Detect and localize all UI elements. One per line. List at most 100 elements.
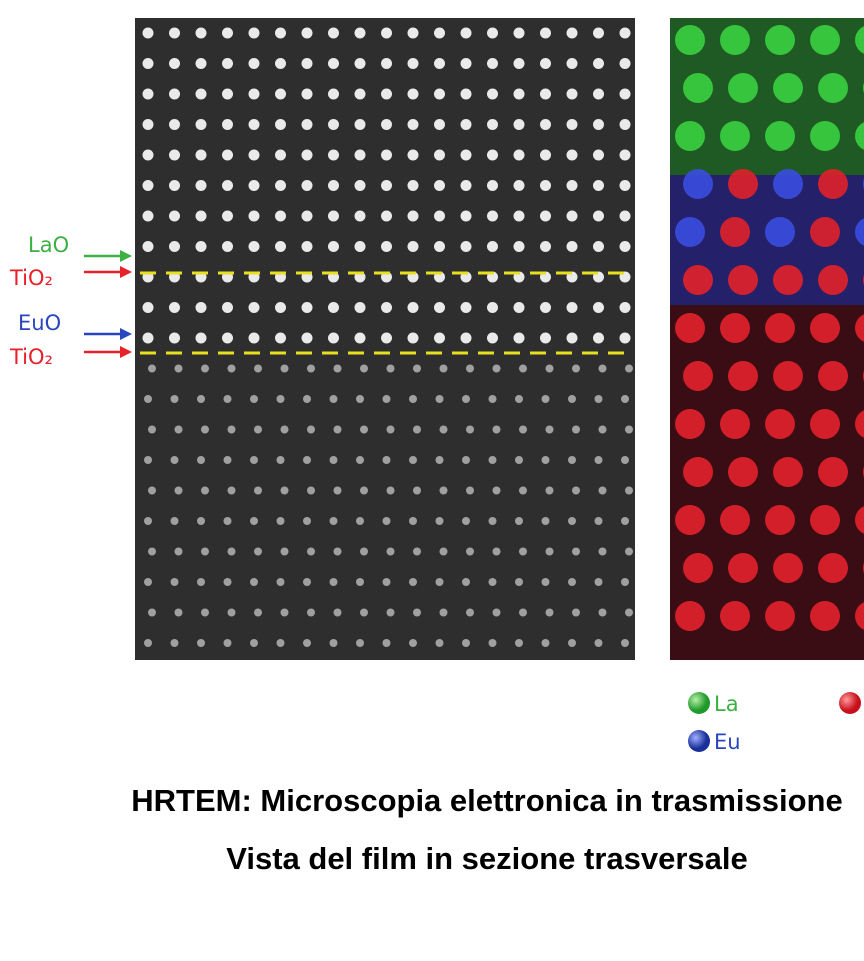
atom-column — [572, 426, 580, 434]
atom-column — [381, 119, 392, 130]
atom-column — [620, 89, 631, 100]
atom-column — [224, 395, 232, 403]
layer-label: EuO — [18, 311, 61, 335]
atom-column — [381, 211, 392, 222]
atom-column — [568, 456, 576, 464]
atom-column — [307, 426, 315, 434]
atom-column — [330, 456, 338, 464]
atom-column — [275, 241, 286, 252]
atom-column — [461, 28, 472, 39]
atom-column — [148, 548, 156, 556]
atom-column — [514, 58, 525, 69]
atom-column — [222, 241, 233, 252]
atom-column — [408, 180, 419, 191]
atom-column — [568, 639, 576, 647]
atom-column — [625, 426, 633, 434]
atom-column — [169, 89, 180, 100]
atom-column — [462, 639, 470, 647]
atom-column — [360, 365, 368, 373]
atom-column — [595, 639, 603, 647]
atom-column — [328, 150, 339, 161]
atom-column — [620, 302, 631, 313]
atom-column — [277, 517, 285, 525]
element-spot — [720, 313, 750, 343]
atom-column — [281, 365, 289, 373]
atom-column — [254, 426, 262, 434]
atom-column — [224, 456, 232, 464]
atom-column — [434, 241, 445, 252]
element-spot — [810, 313, 840, 343]
atom-column — [489, 456, 497, 464]
atom-column — [360, 487, 368, 495]
atom-column — [546, 548, 554, 556]
atom-column — [515, 517, 523, 525]
atom-column — [222, 28, 233, 39]
atom-column — [328, 211, 339, 222]
atom-column — [254, 487, 262, 495]
atom-column — [302, 180, 313, 191]
arrow-head — [120, 328, 132, 340]
atom-column — [387, 548, 395, 556]
atom-column — [356, 395, 364, 403]
atom-column — [356, 578, 364, 586]
atom-column — [572, 548, 580, 556]
element-spot — [810, 121, 840, 151]
atom-column — [593, 211, 604, 222]
atom-column — [144, 578, 152, 586]
atom-column — [381, 333, 392, 344]
atom-column — [542, 395, 550, 403]
atom-column — [413, 487, 421, 495]
atom-column — [567, 211, 578, 222]
atom-column — [461, 241, 472, 252]
element-spot — [683, 73, 713, 103]
atom-column — [434, 150, 445, 161]
atom-column — [250, 517, 258, 525]
atom-column — [515, 578, 523, 586]
atom-column — [434, 211, 445, 222]
atom-column — [355, 150, 366, 161]
atom-column — [224, 639, 232, 647]
atom-column — [197, 639, 205, 647]
layer-label: LaO — [28, 233, 69, 257]
atom-column — [383, 639, 391, 647]
element-spot — [765, 601, 795, 631]
element-spot — [720, 217, 750, 247]
atom-column — [148, 609, 156, 617]
atom-column — [567, 333, 578, 344]
element-spot — [683, 265, 713, 295]
atom-column — [334, 426, 342, 434]
atom-column — [250, 456, 258, 464]
atom-column — [620, 58, 631, 69]
atom-column — [487, 302, 498, 313]
atom-column — [171, 639, 179, 647]
atom-column — [143, 211, 154, 222]
atom-column — [250, 395, 258, 403]
atom-column — [143, 28, 154, 39]
legend-marker — [688, 730, 710, 752]
atom-column — [197, 517, 205, 525]
atom-column — [175, 548, 183, 556]
atom-column — [356, 456, 364, 464]
atom-column — [514, 119, 525, 130]
atom-column — [355, 28, 366, 39]
atom-column — [360, 426, 368, 434]
atom-column — [625, 548, 633, 556]
atom-column — [303, 456, 311, 464]
element-spot — [765, 313, 795, 343]
atom-column — [144, 517, 152, 525]
atom-column — [355, 89, 366, 100]
atom-column — [302, 211, 313, 222]
atom-column — [228, 426, 236, 434]
atom-column — [461, 333, 472, 344]
atom-column — [303, 395, 311, 403]
element-spot — [765, 409, 795, 439]
atom-column — [466, 548, 474, 556]
atom-column — [519, 609, 527, 617]
atom-column — [143, 302, 154, 313]
atom-column — [542, 578, 550, 586]
element-spot — [728, 169, 758, 199]
element-spot — [818, 457, 848, 487]
element-spot — [728, 457, 758, 487]
atom-column — [409, 578, 417, 586]
atom-column — [196, 180, 207, 191]
